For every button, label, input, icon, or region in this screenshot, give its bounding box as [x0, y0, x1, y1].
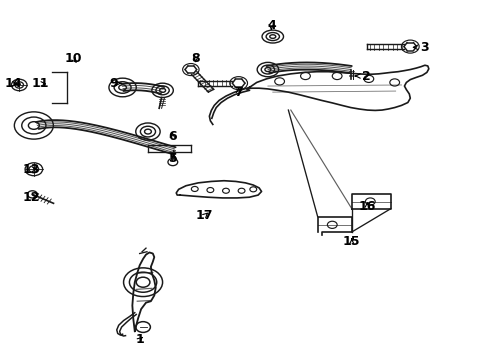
- Text: 2: 2: [355, 69, 370, 82]
- Text: 16: 16: [358, 201, 375, 213]
- Text: 12: 12: [22, 191, 40, 204]
- Text: 15: 15: [342, 235, 360, 248]
- Text: 9: 9: [109, 77, 121, 90]
- Text: 5: 5: [169, 152, 178, 165]
- Text: 6: 6: [168, 130, 176, 144]
- Text: 13: 13: [22, 163, 40, 176]
- Text: 11: 11: [32, 77, 49, 90]
- Text: 10: 10: [64, 51, 81, 64]
- Text: 8: 8: [191, 51, 200, 64]
- Text: 4: 4: [266, 19, 275, 32]
- Text: 7: 7: [234, 86, 243, 99]
- Text: 17: 17: [195, 210, 213, 222]
- Text: 1: 1: [135, 333, 144, 346]
- Text: 3: 3: [412, 41, 428, 54]
- Text: 14: 14: [4, 77, 21, 90]
